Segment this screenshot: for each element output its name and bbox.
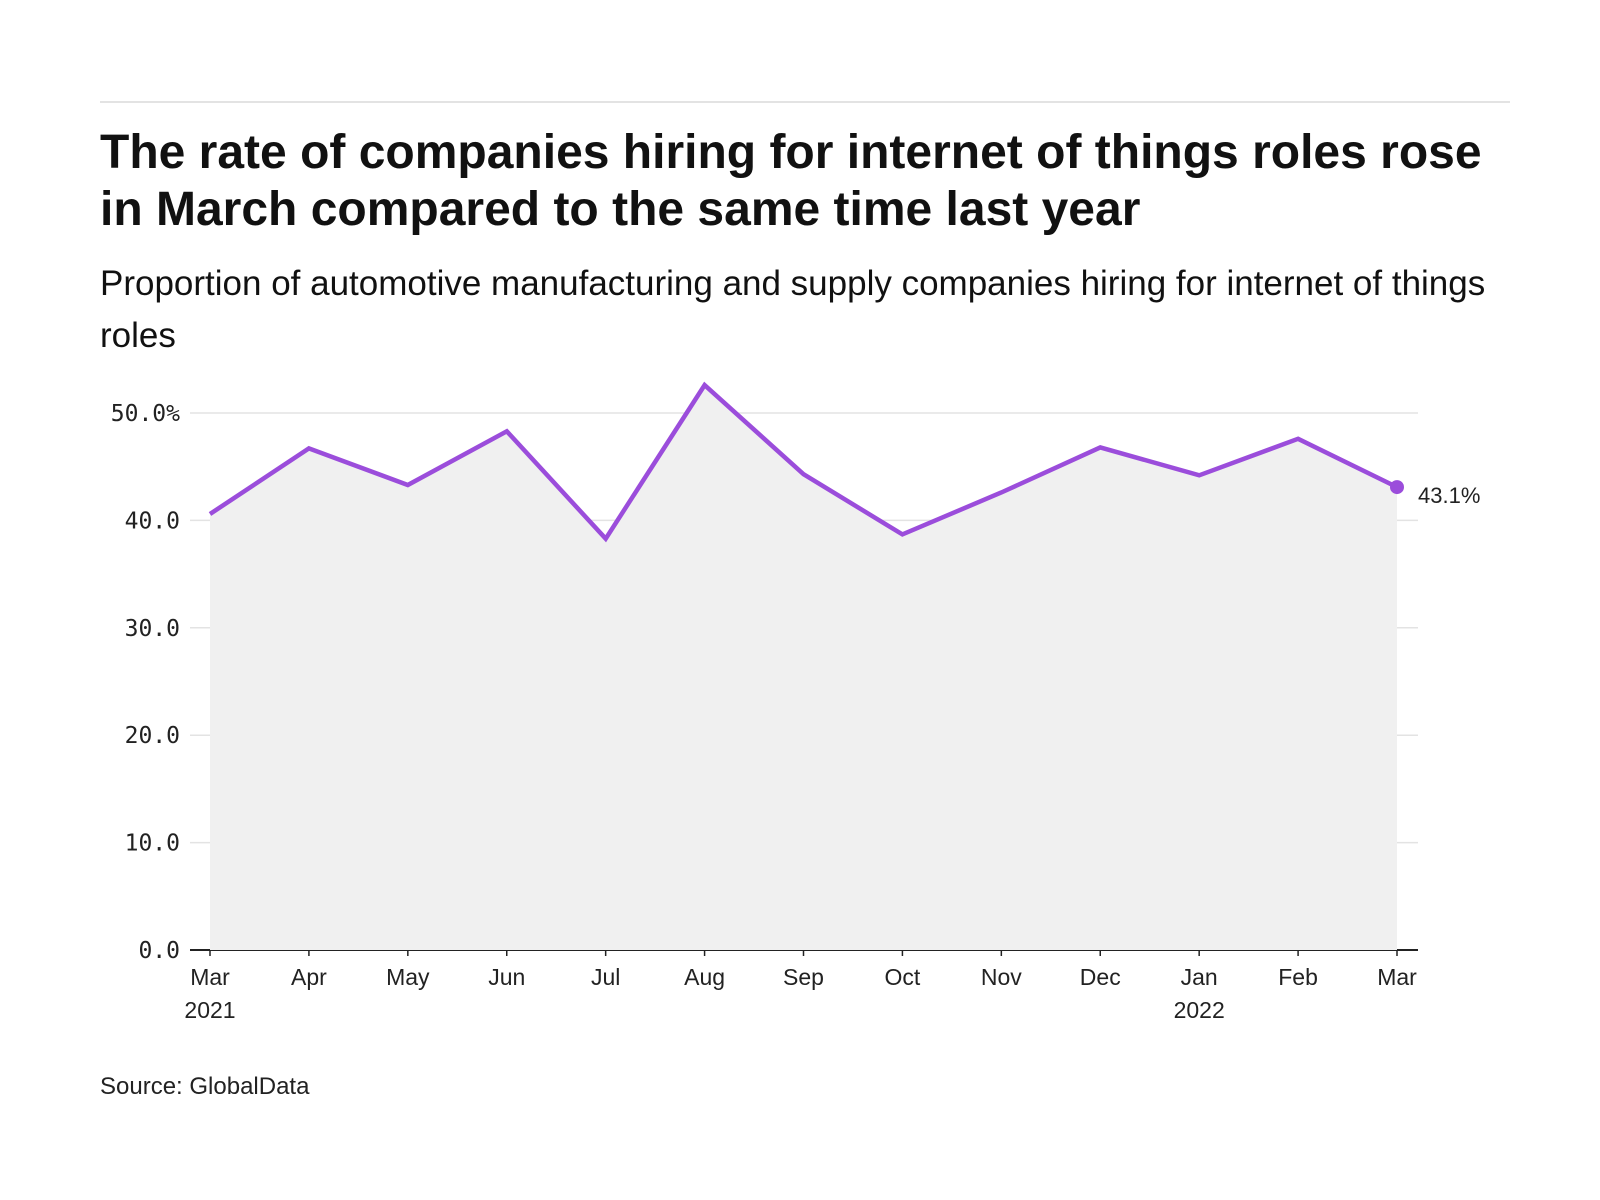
x-tick-month: Oct	[885, 964, 921, 990]
data-points	[209, 384, 1404, 539]
y-tick-label: 10.0	[125, 831, 180, 857]
line-chart: 0.0 10.0 20.0 30.0 40.0 50.0% Mar 2021 Apr May Ju…	[111, 381, 1480, 1023]
x-tick-month: Dec	[1080, 964, 1121, 990]
y-tick-label: 20.0	[125, 723, 180, 749]
x-tick-year: 2022	[1174, 997, 1225, 1023]
source-note: Source: GlobalData	[100, 1073, 310, 1100]
x-tick-month: Apr	[291, 964, 327, 990]
x-tick-month: Jun	[488, 964, 525, 990]
chart-title: The rate of companies hiring for interne…	[100, 126, 1482, 236]
x-tick-month: May	[386, 964, 430, 990]
end-value-label: 43.1%	[1418, 483, 1480, 508]
y-tick-label: 50.0%	[111, 401, 180, 427]
chart-subtitle: Proportion of automotive manufacturing a…	[100, 264, 1486, 355]
x-tick-month: Sep	[783, 964, 824, 990]
x-tick-month: Feb	[1278, 964, 1318, 990]
x-tick-month: Aug	[684, 964, 725, 990]
x-axis-ticks: Mar 2021 Apr May Jun Jul Aug Sep Oct Nov Dec Jan 202…	[184, 950, 1417, 1023]
y-tick-label: 0.0	[138, 938, 180, 964]
area-fill	[210, 385, 1397, 951]
x-tick-month: Jan	[1181, 964, 1218, 990]
x-tick-year: 2021	[184, 997, 235, 1023]
top-divider	[100, 101, 1510, 103]
y-tick-label: 40.0	[125, 508, 180, 534]
x-tick-month: Nov	[981, 964, 1022, 990]
end-point	[1390, 480, 1404, 495]
x-tick-month: Mar	[190, 964, 230, 990]
y-tick-label: 30.0	[125, 616, 180, 642]
x-tick-month: Jul	[591, 964, 620, 990]
y-axis-ticks: 0.0 10.0 20.0 30.0 40.0 50.0%	[111, 401, 180, 964]
x-tick-month: Mar	[1377, 964, 1417, 990]
